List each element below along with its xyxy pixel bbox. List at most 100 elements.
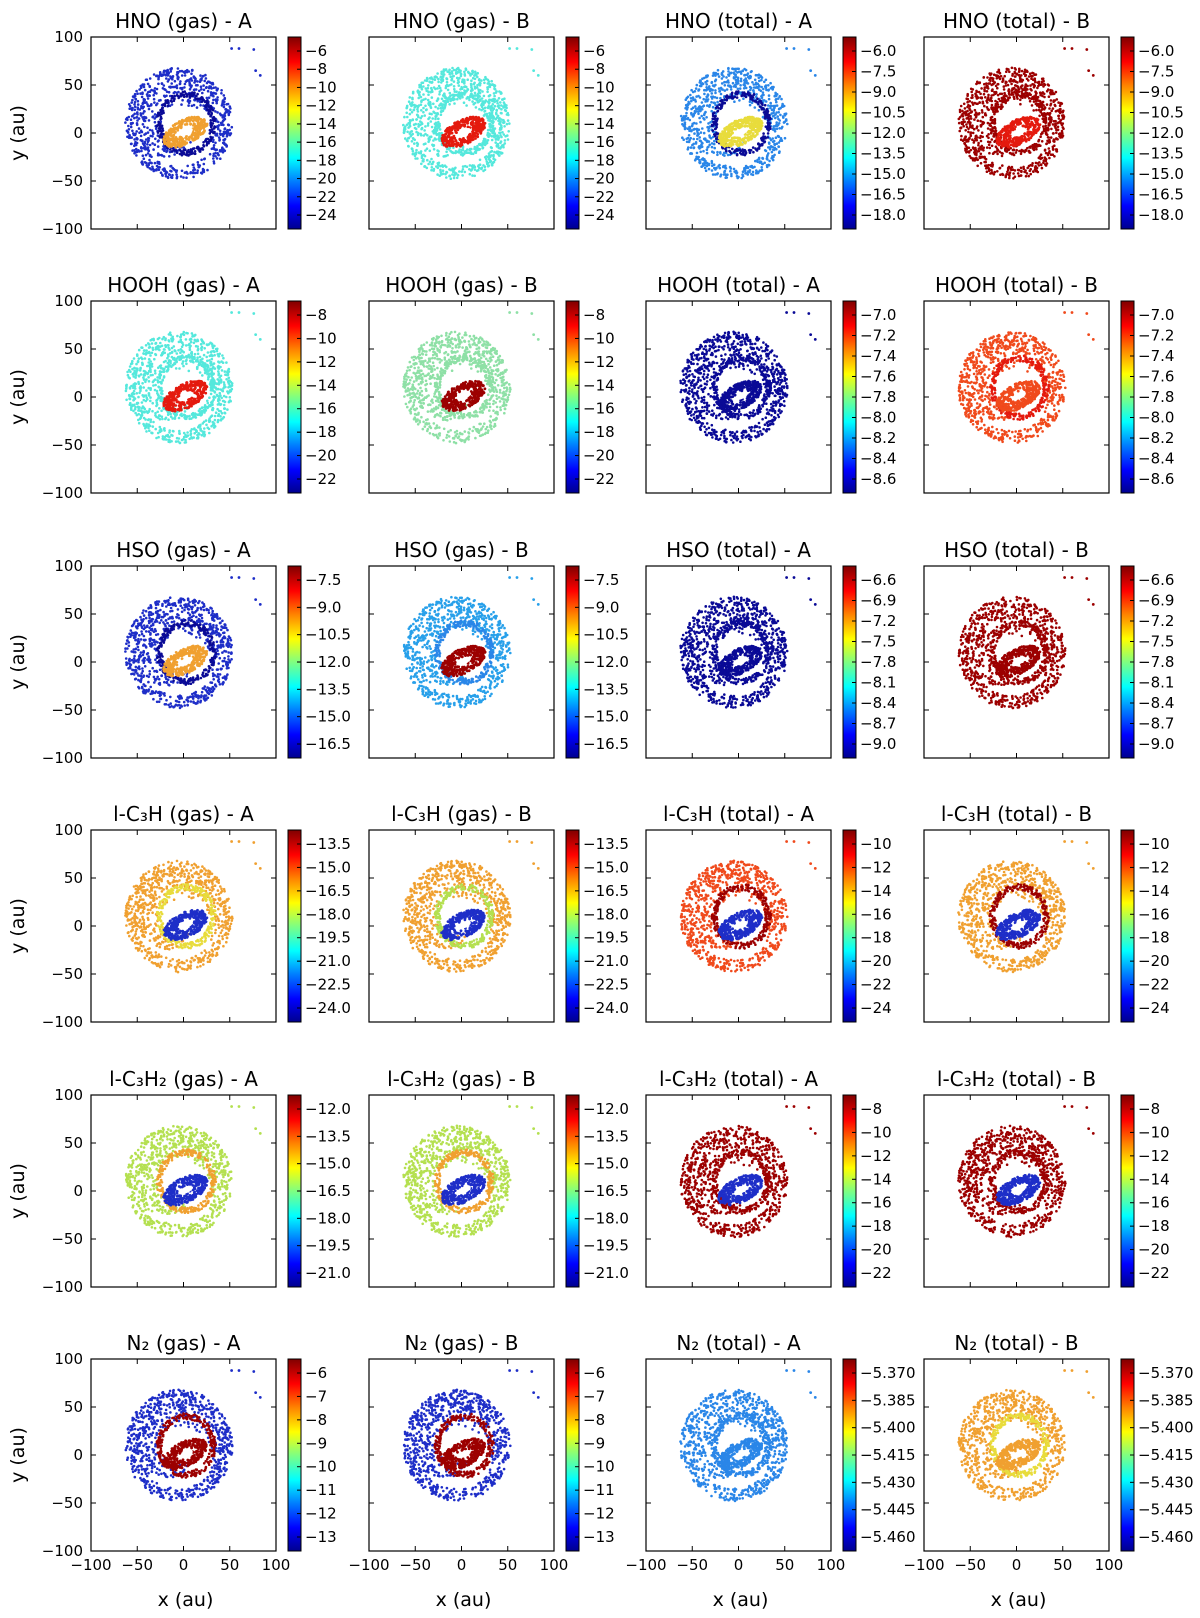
panel-title: HOOH (total) - B (935, 273, 1098, 297)
colorbar-tick-label: −9.0 (305, 598, 341, 616)
colorbar-tick-label: −22.5 (583, 976, 629, 994)
colorbar-tick-label: −12.0 (305, 1100, 351, 1118)
colorbar-tick-label: −13 (583, 1528, 615, 1546)
y-tick-label: 50 (64, 76, 83, 94)
panel-2: HNO (total) - A−6.0−7.5−9.0−10.5−12.0−13… (646, 9, 906, 229)
colorbar-tick-label: −10 (305, 78, 337, 96)
colorbar-tick-label: −7.4 (860, 347, 896, 365)
x-tick-label: −100 (348, 1556, 389, 1574)
colorbar-tick-label: −16.5 (1138, 186, 1184, 204)
colorbar-tick-label: −5.370 (1138, 1364, 1194, 1382)
y-tick-label: −100 (42, 1013, 83, 1031)
colorbar-tick-label: −16 (1138, 1194, 1170, 1212)
colorbar-tick-label: −8.0 (860, 409, 896, 427)
colorbar-tick-label: −12.0 (860, 124, 906, 142)
x-tick-label: −100 (70, 1556, 111, 1574)
scatter-points (402, 1105, 539, 1238)
x-tick-label: 0 (457, 1556, 467, 1574)
colorbar-tick-label: −14 (1138, 882, 1170, 900)
y-tick-label: 0 (73, 653, 83, 671)
colorbar-tick-label: −13.5 (305, 680, 351, 698)
x-tick-label: 100 (540, 1556, 569, 1574)
colorbar-tick-label: −20 (860, 1241, 892, 1259)
colorbar-tick-label: −8.2 (1138, 429, 1174, 447)
x-axis-label: x (au) (713, 1589, 769, 1611)
panel-19: l-C₃H₂ (total) - B−8−10−12−14−16−18−20−2… (924, 1067, 1170, 1287)
colorbar-tick-label: −16 (305, 133, 337, 151)
panel-title: N₂ (total) - A (676, 1331, 801, 1355)
panel-title: l-C₃H₂ (gas) - A (109, 1067, 258, 1091)
colorbar-tick-label: −6 (305, 42, 327, 60)
colorbar-tick-label: −18.0 (583, 1209, 629, 1227)
colorbar-tick-label: −5.430 (1138, 1473, 1194, 1491)
colorbar-tick-label: −12 (305, 353, 337, 371)
x-tick-label: 50 (775, 1556, 794, 1574)
colorbar-tick-label: −8.1 (1138, 674, 1174, 692)
panel-1: HNO (gas) - B−6−8−10−12−14−16−18−20−22−2… (369, 9, 615, 229)
colorbar-tick-label: −14 (1138, 1170, 1170, 1188)
panel-title: HNO (total) - A (665, 9, 812, 33)
x-tick-label: −100 (903, 1556, 944, 1574)
colorbar-tick-label: −7.4 (1138, 347, 1174, 365)
colorbar-tick-label: −16 (860, 905, 892, 923)
colorbar-tick-label: −8 (583, 306, 605, 324)
panel-18: l-C₃H₂ (total) - A−8−10−12−14−16−18−20−2… (646, 1067, 892, 1287)
colorbar-tick-label: −5.385 (1138, 1391, 1194, 1409)
y-tick-label: 50 (64, 869, 83, 887)
y-tick-label: −100 (42, 749, 83, 767)
panel-title: HNO (gas) - A (115, 9, 252, 33)
colorbar-tick-label: −5.445 (860, 1501, 916, 1519)
colorbar-tick-label: −8.2 (860, 429, 896, 447)
colorbar-tick-label: −22 (305, 470, 337, 488)
y-tick-label: −100 (42, 484, 83, 502)
colorbar-tick-label: −18 (305, 423, 337, 441)
x-tick-label: 100 (262, 1556, 291, 1574)
panel-title: N₂ (gas) - A (127, 1331, 241, 1355)
scatter-points (125, 1369, 262, 1501)
colorbar-tick-label: −16.5 (860, 186, 906, 204)
colorbar-tick-label: −5.445 (1138, 1501, 1194, 1519)
colorbar-tick-label: −10 (1138, 1123, 1170, 1141)
colorbar-tick-label: −7 (305, 1387, 327, 1405)
colorbar-tick-label: −5.460 (860, 1528, 916, 1546)
colorbar (566, 301, 579, 493)
colorbar-tick-label: −10 (583, 1458, 615, 1476)
colorbar-tick-label: −13.5 (860, 145, 906, 163)
colorbar-tick-label: −12.0 (583, 1100, 629, 1118)
scatter-points (403, 1369, 540, 1501)
x-axis-label: x (au) (436, 1589, 492, 1611)
scatter-points (125, 311, 262, 444)
colorbar-tick-label: −24.0 (305, 999, 351, 1017)
panel-title: l-C₃H (total) - B (941, 802, 1092, 826)
colorbar-tick-label: −5.415 (860, 1446, 916, 1464)
colorbar-tick-label: −15.0 (305, 708, 351, 726)
colorbar-tick-label: −12 (860, 858, 892, 876)
colorbar-tick-label: −7 (583, 1387, 605, 1405)
colorbar-tick-label: −16.5 (583, 882, 629, 900)
panel-title: l-C₃H₂ (gas) - B (387, 1067, 536, 1091)
y-tick-label: −50 (51, 1494, 83, 1512)
panel-title: N₂ (total) - B (954, 1331, 1078, 1355)
colorbar-tick-label: −10 (860, 1123, 892, 1141)
panel-title: HSO (total) - A (666, 538, 811, 562)
x-tick-label: 0 (734, 1556, 744, 1574)
scatter-points (958, 576, 1095, 709)
panel-title: HOOH (gas) - B (385, 273, 538, 297)
scatter-points (957, 1369, 1094, 1501)
y-tick-label: 100 (54, 292, 83, 310)
x-tick-label: 0 (1012, 1556, 1022, 1574)
colorbar-tick-label: −15.0 (305, 858, 351, 876)
colorbar-tick-label: −7.2 (860, 327, 896, 345)
colorbar-tick-label: −7.2 (1138, 327, 1174, 345)
x-tick-label: −50 (399, 1556, 431, 1574)
scatter-points (957, 840, 1094, 973)
y-axis-label: y (au) (7, 369, 29, 425)
y-tick-label: 0 (73, 917, 83, 935)
panel-title: l-C₃H (gas) - B (391, 802, 532, 826)
colorbar-tick-label: −22 (860, 976, 892, 994)
colorbar-tick-label: −7.5 (305, 571, 341, 589)
colorbar-tick-label: −8.4 (860, 694, 896, 712)
scatter-points (679, 1369, 816, 1502)
